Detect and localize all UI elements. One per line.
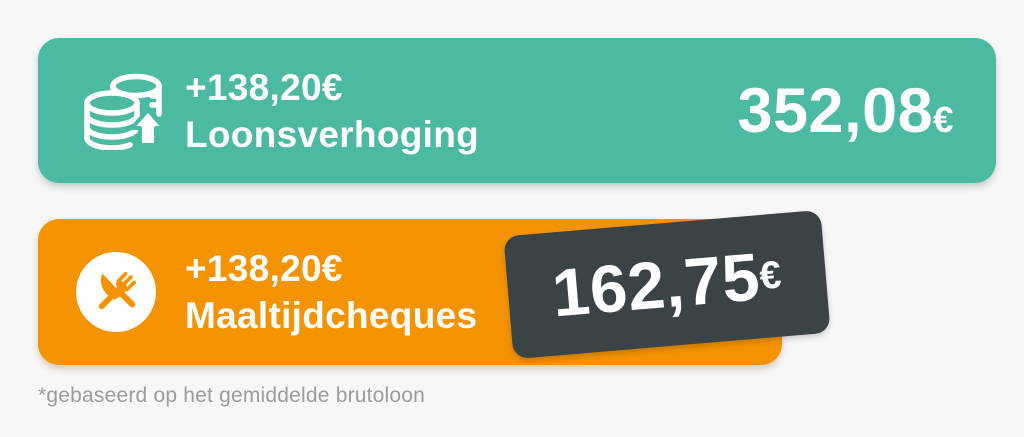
card-label: Maaltijdcheques bbox=[185, 295, 478, 336]
increase-amount: +138,20€ bbox=[185, 66, 343, 108]
euro-sign: € bbox=[757, 252, 784, 298]
increase-amount: +138,20€ bbox=[185, 248, 343, 289]
amount-value: 352,08 bbox=[737, 75, 934, 146]
card-text-maaltijdcheques: +138,20€ Maaltijdcheques bbox=[185, 245, 477, 339]
footnote: *gebaseerd op het gemiddelde brutoloon bbox=[38, 384, 426, 407]
card-label: Loonsverhoging bbox=[185, 113, 480, 155]
coins-up-icon bbox=[80, 72, 172, 151]
card-loonsverhoging: +138,20€ Loonsverhoging 352,08€ bbox=[38, 38, 996, 183]
euro-sign: € bbox=[933, 98, 954, 140]
card-text-loonsverhoging: +138,20€ Loonsverhoging bbox=[185, 64, 479, 158]
utensils-icon bbox=[76, 252, 156, 332]
total-amount-loonsverhoging: 352,08€ bbox=[737, 75, 954, 147]
amount-value: 162,75 bbox=[549, 239, 763, 332]
